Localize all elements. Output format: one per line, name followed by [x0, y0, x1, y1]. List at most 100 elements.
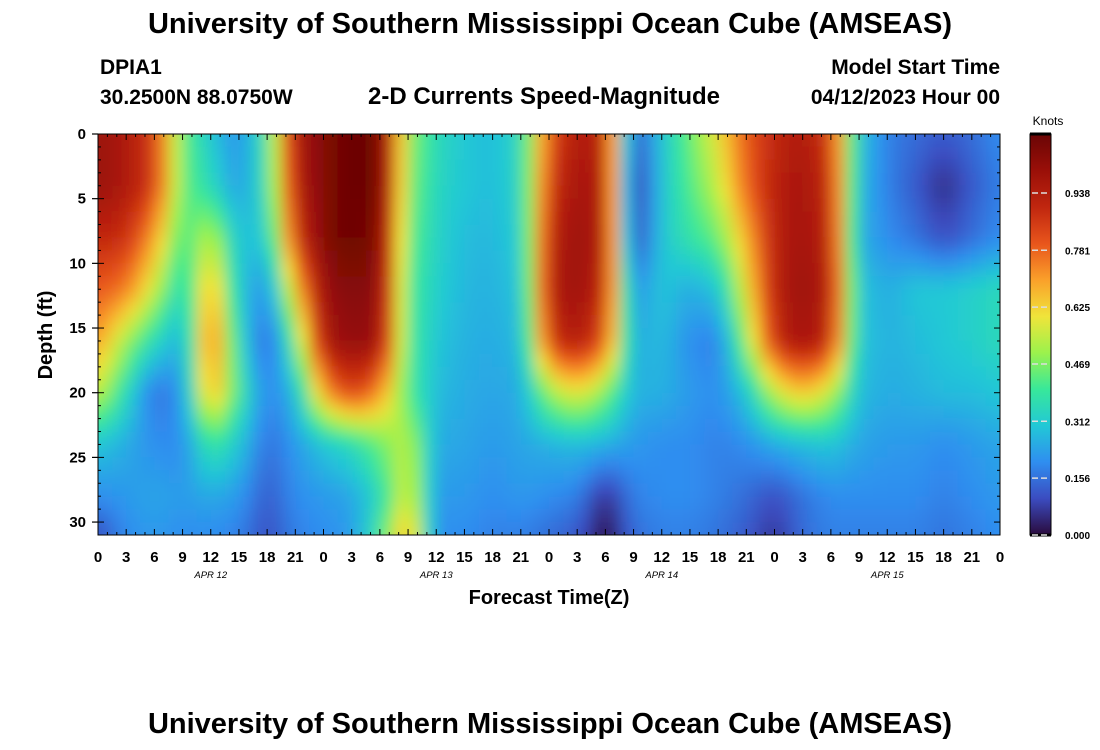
heatmap-cell — [379, 457, 395, 471]
heatmap-cell — [718, 340, 733, 355]
heatmap-cell — [506, 470, 522, 484]
heatmap-cell — [675, 185, 691, 200]
heatmap-cell — [506, 146, 522, 161]
heatmap-cell — [534, 134, 550, 135]
heatmap-cell — [520, 392, 536, 407]
heatmap-cell — [464, 379, 480, 394]
heatmap-cell — [605, 134, 621, 148]
heatmap-cell — [253, 198, 268, 213]
heatmap-cell — [253, 340, 268, 355]
heatmap-cell — [140, 444, 155, 458]
heatmap-cell — [408, 211, 423, 226]
heatmap-cell — [281, 224, 296, 239]
heatmap-cell — [605, 328, 621, 342]
heatmap-cell — [661, 483, 677, 497]
heatmap-cell — [788, 302, 804, 316]
heatmap-cell — [126, 185, 141, 200]
heatmap-cell — [1000, 302, 1015, 316]
heatmap-cell — [619, 418, 635, 433]
heatmap-cell — [605, 496, 621, 510]
heatmap-cell — [605, 457, 621, 471]
heatmap-cell — [422, 276, 437, 290]
heatmap-cell — [1000, 289, 1015, 303]
heatmap-cell — [309, 146, 325, 161]
heatmap-cell — [647, 405, 663, 420]
heatmap-cell — [379, 418, 395, 433]
heatmap-cell — [351, 353, 367, 368]
heatmap-cell — [492, 289, 508, 303]
heatmap-cell — [210, 302, 226, 316]
heatmap-cell — [168, 276, 184, 290]
heatmap-cell — [957, 522, 973, 535]
heatmap-cell — [985, 509, 1000, 523]
heatmap-cell — [393, 418, 409, 433]
heatmap-cell — [901, 250, 917, 264]
heatmap-cell — [901, 224, 917, 239]
heatmap-cell — [802, 250, 818, 264]
heatmap-cell — [915, 315, 931, 329]
heatmap-cell — [337, 276, 353, 290]
heatmap-cell — [647, 483, 663, 497]
heatmap-cell — [408, 302, 423, 316]
heatmap-cell — [943, 198, 959, 213]
heatmap-cell — [732, 522, 747, 535]
heatmap-cell — [224, 134, 240, 135]
heatmap-cell — [267, 405, 282, 420]
heatmap-cell — [323, 237, 339, 252]
heatmap-cell — [393, 263, 409, 277]
heatmap-cell — [98, 431, 99, 446]
heatmap-cell — [492, 263, 508, 277]
heatmap-cell — [591, 172, 606, 187]
heatmap-cell — [859, 483, 874, 497]
heatmap-cell — [379, 134, 395, 148]
heatmap-cell — [154, 276, 170, 290]
heatmap-cell — [238, 289, 254, 303]
heatmap-cell — [633, 302, 649, 316]
heatmap-cell — [816, 457, 832, 471]
heatmap-cell — [182, 379, 198, 394]
heatmap-cell — [168, 159, 184, 174]
heatmap-cell — [436, 379, 451, 394]
heatmap-cell — [253, 315, 268, 329]
heatmap-cell — [506, 392, 522, 407]
heatmap-cell — [281, 496, 296, 510]
heatmap-cell — [365, 134, 381, 135]
heatmap-cell — [563, 340, 578, 355]
heatmap-cell — [478, 211, 494, 226]
heatmap-cell — [168, 185, 184, 200]
colorbar-tick-label: 0.625 — [1065, 303, 1090, 314]
heatmap-cell — [168, 302, 184, 316]
heatmap-cell — [506, 353, 522, 368]
heatmap-cell — [830, 418, 846, 433]
heatmap-cell — [295, 250, 310, 264]
heatmap-cell — [943, 134, 959, 148]
heatmap-cell — [436, 159, 451, 174]
heatmap-cell — [323, 172, 339, 187]
heatmap-cell — [633, 315, 649, 329]
heatmap-cell — [732, 289, 747, 303]
heatmap-cell — [436, 134, 451, 148]
heatmap-cell — [366, 535, 381, 549]
heatmap-cell — [224, 470, 240, 484]
heatmap-cell — [253, 289, 268, 303]
heatmap-cell — [549, 457, 564, 471]
heatmap-cell — [253, 509, 268, 523]
heatmap-cell — [98, 211, 113, 226]
heatmap-cell — [478, 289, 494, 303]
heatmap-cell — [958, 535, 973, 549]
heatmap-cell — [1000, 237, 1015, 251]
heatmap-cell — [365, 134, 381, 148]
heatmap-cell — [379, 146, 395, 161]
heatmap-cell — [182, 211, 198, 226]
heatmap-cell — [844, 250, 860, 264]
heatmap-cell — [789, 535, 804, 549]
heatmap-cell — [887, 315, 902, 329]
heatmap-cell — [675, 457, 691, 471]
heatmap-cell — [633, 211, 649, 226]
heatmap-cell — [549, 431, 564, 446]
heatmap-cell — [464, 522, 480, 535]
heatmap-cell — [436, 302, 451, 316]
heatmap-cell — [337, 353, 353, 368]
heatmap-cell — [591, 340, 606, 355]
heatmap-cell — [830, 522, 846, 535]
